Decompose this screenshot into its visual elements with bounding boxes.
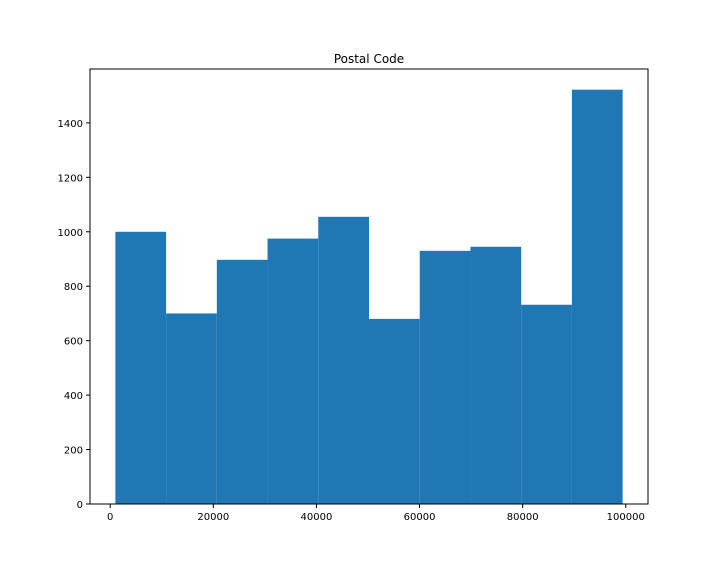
histogram-bar [166, 313, 217, 504]
y-tick-label: 1400 [58, 119, 83, 130]
histogram-bar [318, 216, 369, 504]
x-tick-label: 40000 [301, 512, 333, 523]
histogram-bar [267, 238, 319, 504]
chart-title: Postal Code [334, 52, 404, 66]
histogram-bar [571, 89, 623, 505]
histogram-bar [115, 231, 167, 504]
histogram-bar [470, 246, 522, 504]
x-tick-label: 0 [107, 512, 113, 523]
x-axis: 0 20000 40000 60000 80000 100000 [107, 504, 645, 523]
plot-frame [89, 68, 649, 505]
y-tick-label: 800 [64, 282, 83, 293]
histogram-bar [369, 318, 420, 504]
bars-group [115, 89, 623, 505]
x-tick-label: 80000 [507, 512, 539, 523]
y-tick-label: 1000 [58, 228, 83, 239]
histogram-bar [521, 304, 572, 504]
x-tick-label: 20000 [197, 512, 229, 523]
x-tick-label: 100000 [607, 512, 645, 523]
y-tick-label: 400 [64, 391, 83, 402]
y-tick-label: 0 [77, 500, 83, 511]
y-axis: 0 200 400 600 800 1000 1200 1400 [58, 119, 90, 511]
histogram-bar [216, 259, 268, 504]
x-tick-label: 60000 [404, 512, 436, 523]
y-tick-label: 1200 [58, 173, 83, 184]
histogram-bar [419, 250, 471, 504]
y-tick-label: 600 [64, 337, 83, 348]
y-tick-label: 200 [64, 446, 83, 457]
